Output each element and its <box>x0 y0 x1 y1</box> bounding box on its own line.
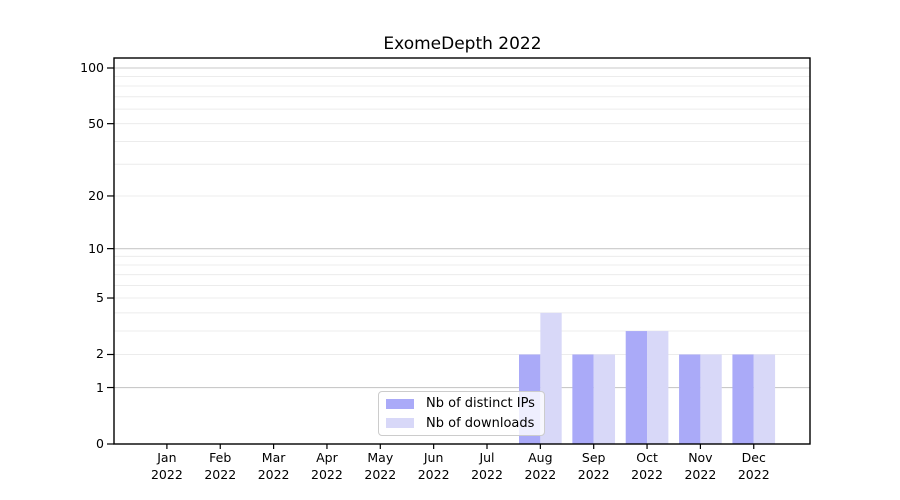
bar-nb-of-distinct-ips <box>572 354 594 444</box>
x-tick-label: Nov 2022 <box>684 450 717 482</box>
bar-nb-of-downloads <box>593 354 616 444</box>
legend-item-downloads: Nb of downloads <box>386 416 544 431</box>
x-tick-label: Aug 2022 <box>524 450 557 482</box>
bar-nb-of-downloads <box>753 354 776 444</box>
legend-label-downloads: Nb of downloads <box>426 415 535 431</box>
x-tick-label: Dec 2022 <box>737 450 770 482</box>
x-tick-label: Mar 2022 <box>257 450 290 482</box>
legend-swatch-distinct-ips-icon <box>386 398 414 409</box>
y-tick-label: 5 <box>96 290 104 306</box>
x-tick-label: Jan 2022 <box>150 450 183 482</box>
y-tick-label: 0 <box>96 436 104 451</box>
y-tick-label: 1 <box>96 379 104 395</box>
chart-title: ExomeDepth 2022 <box>383 34 542 54</box>
legend: Nb of distinct IPs Nb of downloads <box>378 391 545 436</box>
bar-nb-of-distinct-ips <box>625 331 648 444</box>
y-tick-label: 10 <box>88 240 104 256</box>
bar-nb-of-distinct-ips <box>679 354 701 444</box>
legend-label-distinct-ips: Nb of distinct IPs <box>426 396 535 412</box>
legend-item-distinct-ips: Nb of distinct IPs <box>386 396 544 411</box>
plot-border <box>113 57 811 445</box>
y-tick-label: 2 <box>96 346 104 362</box>
bar-nb-of-distinct-ips <box>732 354 754 444</box>
y-tick-label: 20 <box>88 187 104 203</box>
x-tick-label: Jul 2022 <box>471 450 503 482</box>
x-tick-label: Jun 2022 <box>417 450 450 482</box>
y-tick-label: 50 <box>88 115 104 131</box>
bar-nb-of-downloads <box>700 354 722 444</box>
x-tick-label: Oct 2022 <box>631 450 663 482</box>
y-tick-label: 100 <box>80 60 104 75</box>
x-tick-label: Feb 2022 <box>204 450 237 482</box>
x-tick-label: Apr 2022 <box>311 450 343 482</box>
x-tick-label: May 2022 <box>364 450 397 482</box>
bar-nb-of-downloads <box>540 312 562 444</box>
x-tick-label: Sep 2022 <box>577 450 610 482</box>
legend-swatch-downloads-icon <box>386 418 414 429</box>
bar-nb-of-downloads <box>647 331 669 444</box>
